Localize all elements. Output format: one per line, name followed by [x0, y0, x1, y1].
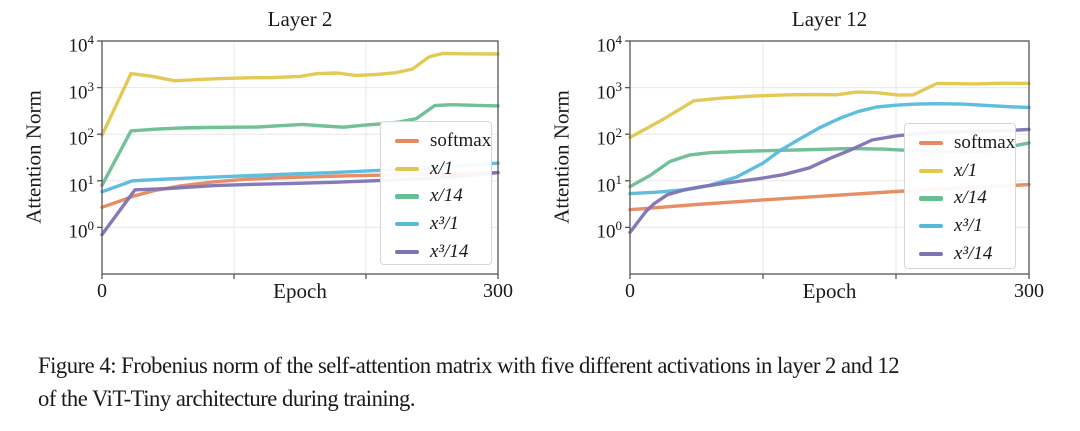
x-axis-label-right: Epoch: [802, 279, 857, 303]
legend-label-x14: x/14: [430, 185, 463, 207]
x-tick-label: 0: [625, 280, 635, 302]
legend-row-x3_14: x³/14: [919, 240, 1015, 268]
series-line-x1: [628, 81, 1031, 140]
y-axis-label-right: Attention Norm: [549, 90, 574, 224]
legend-swatch-softmax: [395, 138, 419, 143]
series-line-x1: [100, 51, 500, 137]
legend-label-x3_14: x³/14: [430, 241, 469, 263]
legend-row-x3_1: x³/1: [919, 212, 1015, 240]
legend-label-x14: x/14: [954, 187, 987, 209]
legend-label-x1: x/1: [954, 159, 978, 181]
legend-row-x14: x/14: [395, 183, 491, 211]
y-tick-label: 103: [68, 78, 95, 103]
legend-swatch-x1: [919, 168, 943, 173]
plot-frame: [629, 40, 1030, 275]
y-tick-label: 104: [68, 32, 95, 57]
y-tick-label: 101: [596, 171, 623, 197]
caption-line-1: Figure 4: Frobenius norm of the self-att…: [38, 353, 900, 378]
y-tick-label: 101: [68, 171, 95, 197]
legend-swatch-x3_14: [395, 249, 419, 255]
figure-caption: Figure 4: Frobenius norm of the self-att…: [38, 350, 1053, 415]
y-tick-label: 102: [68, 125, 95, 150]
chart-title-layer2: Layer 2: [267, 7, 333, 31]
y-axis-label-left: Attention Norm: [21, 90, 46, 224]
legend-row-x3_14: x³/14: [395, 238, 491, 266]
legend-row-x1: x/1: [919, 157, 1015, 185]
chart-title-layer12: Layer 12: [791, 7, 868, 31]
y-tick-label: 102: [596, 125, 623, 150]
x-tick-label: 300: [483, 280, 513, 302]
caption-line-2: of the ViT-Tiny architecture during trai…: [38, 385, 416, 411]
legend-swatch-softmax: [919, 140, 943, 145]
legend-left: softmax x/1 x/14 x³/1 x³/14: [380, 121, 492, 265]
legend-swatch-x3_1: [919, 224, 943, 229]
x-tick-label: 0: [97, 280, 107, 302]
series-line-x14: [100, 102, 500, 188]
legend-swatch-x1: [395, 166, 419, 171]
legend-swatch-x14: [395, 194, 419, 199]
legend-label-softmax: softmax: [430, 129, 492, 151]
legend-row-x3_1: x³/1: [395, 210, 491, 238]
y-tick-label: 100: [68, 218, 95, 243]
legend-row-x14: x/14: [919, 185, 1015, 213]
y-tick-label: 104: [596, 32, 623, 57]
legend-swatch-x3_1: [395, 222, 419, 227]
legend-label-x1: x/1: [430, 157, 454, 179]
y-tick-label: 100: [596, 218, 623, 243]
legend-label-softmax: softmax: [954, 131, 1016, 153]
legend-row-x1: x/1: [395, 155, 491, 183]
legend-swatch-x3_14: [919, 251, 943, 257]
x-axis-label-left: Epoch: [273, 279, 327, 303]
x-tick-label: 300: [1014, 280, 1044, 302]
legend-swatch-x14: [919, 196, 943, 201]
legend-label-x3_1: x³/1: [954, 215, 983, 237]
plot-frame: [101, 40, 499, 275]
legend-label-x3_14: x³/14: [954, 243, 993, 265]
legend-label-x3_1: x³/1: [430, 213, 459, 235]
legend-row-softmax: softmax: [919, 129, 1015, 157]
y-tick-label: 103: [596, 78, 623, 103]
legend-right: softmax x/1 x/14 x³/1 x³/14: [904, 123, 1016, 269]
legend-row-softmax: softmax: [395, 127, 491, 155]
